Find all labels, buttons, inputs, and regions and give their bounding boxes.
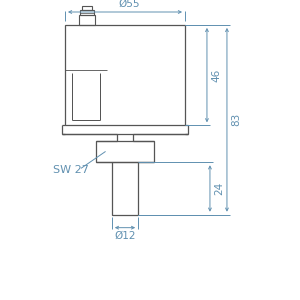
Text: 24: 24 xyxy=(214,182,224,195)
Bar xyxy=(112,162,138,215)
Bar xyxy=(80,10,94,15)
Text: 83: 83 xyxy=(231,113,241,127)
Bar xyxy=(79,15,95,25)
Bar xyxy=(82,6,92,10)
Text: Ø12: Ø12 xyxy=(114,231,136,241)
Text: Ø55: Ø55 xyxy=(118,0,140,9)
Bar xyxy=(96,140,154,162)
Text: SW 27: SW 27 xyxy=(53,165,89,175)
Text: 46: 46 xyxy=(211,68,221,82)
Bar xyxy=(65,25,185,125)
